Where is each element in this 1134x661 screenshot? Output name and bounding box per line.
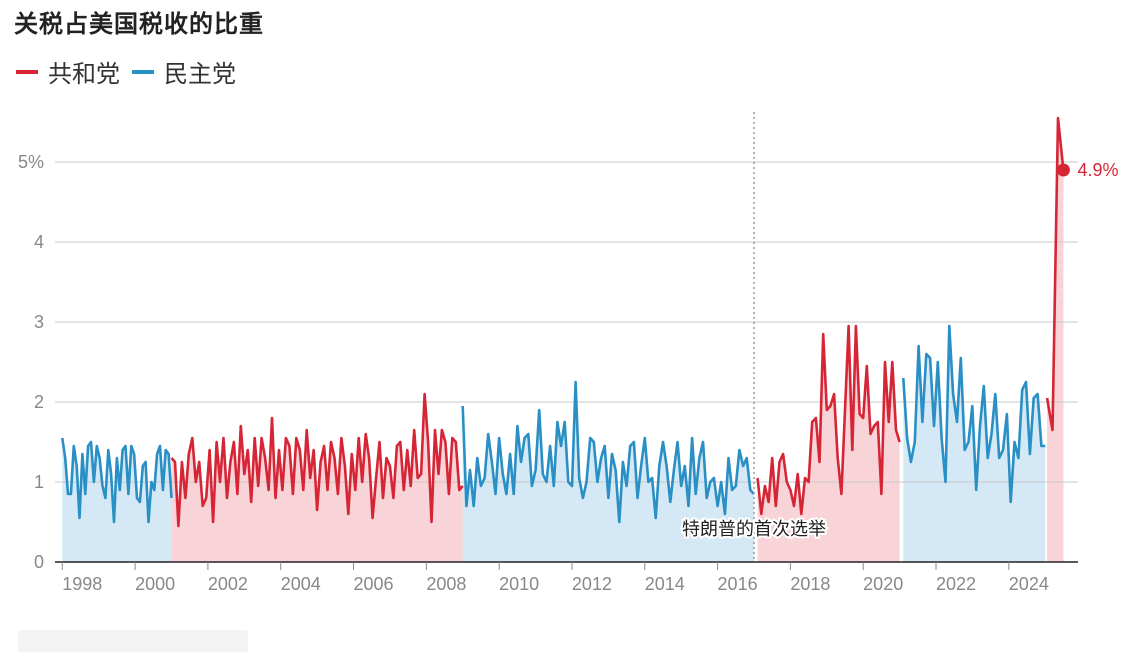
legend-label-democrat: 民主党 (164, 60, 236, 88)
end-point-marker (1056, 163, 1070, 177)
series-line-democrat (461, 380, 755, 524)
legend-swatch-republican (16, 69, 38, 74)
y-tick-label: 4 (34, 232, 44, 252)
legend-item-democrat: 民主党 (132, 54, 236, 89)
legend-item-republican: 共和党 (16, 54, 120, 89)
x-tick-label: 2022 (936, 574, 976, 594)
y-tick-label: 5% (18, 152, 44, 172)
series-lines (61, 116, 1065, 528)
series-line-democrat (61, 437, 173, 524)
x-tick-label: 2008 (426, 574, 466, 594)
x-tick-label: 2014 (645, 574, 685, 594)
x-tick-label: 1998 (62, 574, 102, 594)
x-tick-label: 2002 (208, 574, 248, 594)
x-tick-label: 2000 (135, 574, 175, 594)
series-line-republican (1045, 116, 1065, 432)
period-shade-0 (62, 438, 172, 562)
y-tick-label: 0 (34, 552, 44, 572)
x-tick-label: 2024 (1009, 574, 1049, 594)
end-point-label: 4.9% (1077, 160, 1118, 180)
x-tick-label: 2020 (863, 574, 903, 594)
annotations: 特朗普的首次选举 4.9% (680, 112, 1118, 562)
x-tick-label: 2018 (790, 574, 830, 594)
legend: 共和党 民主党 (16, 54, 248, 89)
x-tick-label: 2012 (572, 574, 612, 594)
x-tick-label: 2016 (718, 574, 758, 594)
series-line-republican (170, 392, 464, 528)
annotation-label: 特朗普的首次选举 (682, 519, 826, 540)
axes: 0 1 2 3 4 5% 1998 2000 2002 2004 2006 2008 2010 2012 2… (18, 152, 1078, 594)
period-shade-2 (462, 382, 754, 562)
y-tick-label: 1 (34, 472, 44, 492)
y-tick-label: 3 (34, 312, 44, 332)
watermark (18, 630, 248, 652)
series-line-democrat (902, 324, 1046, 504)
period-shade-1 (171, 394, 463, 562)
legend-label-republican: 共和党 (48, 60, 120, 88)
x-tick-label: 2006 (354, 574, 394, 594)
legend-swatch-democrat (132, 69, 154, 74)
y-tick-label: 2 (34, 392, 44, 412)
series-line-republican (756, 324, 901, 516)
chart-title: 关税占美国税收的比重 (14, 10, 264, 38)
x-tick-label: 2004 (281, 574, 321, 594)
x-tick-label: 2010 (499, 574, 539, 594)
